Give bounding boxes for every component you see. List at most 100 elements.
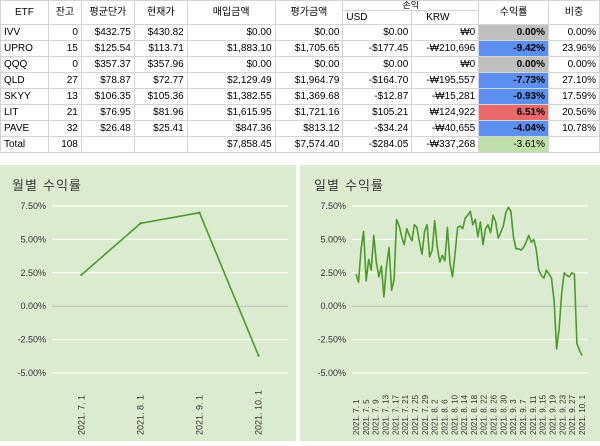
cell-pnl-krw[interactable]: -₩40,655 <box>411 120 480 137</box>
cell-pnl-usd[interactable]: -$164.70 <box>342 72 413 89</box>
cell-pnl-usd[interactable]: $0.00 <box>342 24 413 41</box>
cell-avg-price[interactable]: $357.37 <box>80 56 135 73</box>
cell-pnl-krw[interactable]: -₩210,696 <box>411 40 480 57</box>
cell-qty[interactable]: 0 <box>47 24 82 41</box>
cell-buy-amount[interactable]: $0.00 <box>186 24 276 41</box>
table-row[interactable]: LIT 21 $76.95 $81.96 $1,615.95 $1,721.16 $105.… <box>0 104 600 121</box>
total-label[interactable]: Total <box>0 136 49 153</box>
total-rate[interactable]: -3.61% <box>478 136 549 153</box>
table-row[interactable]: QQQ 0 $357.37 $357.96 $0.00 $0.00 $0.00 ₩0 0.00%… <box>0 56 600 73</box>
total-empty-cell[interactable] <box>80 136 135 153</box>
total-qty[interactable]: 108 <box>47 136 82 153</box>
cell-buy-amount[interactable]: $0.00 <box>186 56 276 73</box>
cell-weight[interactable]: 20.56% <box>547 104 600 121</box>
cell-eval-amount[interactable]: $0.00 <box>274 24 344 41</box>
cell-rate[interactable]: 6.51% <box>478 104 549 121</box>
cell-pnl-krw[interactable]: -₩15,281 <box>411 88 480 105</box>
total-pnl-usd[interactable]: -$284.05 <box>342 136 413 153</box>
table-row[interactable]: SKYY 13 $106.35 $105.36 $1,382.55 $1,369.68 -$… <box>0 88 600 105</box>
header-qty[interactable]: 잔고 <box>47 0 82 25</box>
cell-etf[interactable]: PAVE <box>0 120 49 137</box>
total-pnl-krw[interactable]: -₩337,268 <box>411 136 480 153</box>
cell-buy-amount[interactable]: $1,883.10 <box>186 40 276 57</box>
cell-current-price[interactable]: $72.77 <box>133 72 188 89</box>
cell-etf[interactable]: QLD <box>0 72 49 89</box>
cell-qty[interactable]: 0 <box>47 56 82 73</box>
cell-rate[interactable]: -4.04% <box>478 120 549 137</box>
cell-weight[interactable]: 0.00% <box>547 24 600 41</box>
monthly-return-chart[interactable]: 월별 수익률 7.50% 5.00% 2.50% 0.00% -2.50% -5.00% 2… <box>0 165 296 441</box>
header-eval-amount[interactable]: 평가금액 <box>274 0 344 25</box>
header-avg-price[interactable]: 평균단가 <box>80 0 135 25</box>
cell-qty[interactable]: 27 <box>47 72 82 89</box>
cell-avg-price[interactable]: $76.95 <box>80 104 135 121</box>
cell-eval-amount[interactable]: $1,369.68 <box>274 88 344 105</box>
cell-buy-amount[interactable]: $1,615.95 <box>186 104 276 121</box>
cell-qty[interactable]: 32 <box>47 120 82 137</box>
cell-rate[interactable]: -9.42% <box>478 40 549 57</box>
cell-qty[interactable]: 13 <box>47 88 82 105</box>
cell-pnl-krw[interactable]: -₩195,557 <box>411 72 480 89</box>
header-current-price[interactable]: 현재가 <box>133 0 188 25</box>
cell-qty[interactable]: 15 <box>47 40 82 57</box>
header-weight[interactable]: 비중 <box>547 0 600 25</box>
table-row[interactable]: IVV 0 $432.75 $430.82 $0.00 $0.00 $0.00 ₩0 0.00%… <box>0 24 600 41</box>
cell-etf[interactable]: IVV <box>0 24 49 41</box>
cell-current-price[interactable]: $105.36 <box>133 88 188 105</box>
cell-etf[interactable]: SKYY <box>0 88 49 105</box>
daily-return-chart[interactable]: 일별 수익률 7.50% 5.00% 2.50% 0.00% -2.50% -5.00% 2… <box>300 165 600 441</box>
table-row[interactable]: PAVE 32 $26.48 $25.41 $847.36 $813.12 -$34.24-… <box>0 120 600 137</box>
cell-pnl-krw[interactable]: ₩124,922 <box>411 104 480 121</box>
header-usd[interactable]: USD <box>342 10 413 25</box>
cell-weight[interactable]: 27.10% <box>547 72 600 89</box>
cell-current-price[interactable]: $113.71 <box>133 40 188 57</box>
cell-avg-price[interactable]: $26.48 <box>80 120 135 137</box>
cell-current-price[interactable]: $357.96 <box>133 56 188 73</box>
cell-pnl-krw[interactable]: ₩0 <box>411 24 480 41</box>
cell-buy-amount[interactable]: $1,382.55 <box>186 88 276 105</box>
cell-avg-price[interactable]: $106.35 <box>80 88 135 105</box>
header-etf[interactable]: ETF <box>0 0 49 25</box>
cell-qty[interactable]: 21 <box>47 104 82 121</box>
cell-pnl-krw[interactable]: ₩0 <box>411 56 480 73</box>
cell-pnl-usd[interactable]: $0.00 <box>342 56 413 73</box>
cell-current-price[interactable]: $81.96 <box>133 104 188 121</box>
cell-weight[interactable]: 23.96% <box>547 40 600 57</box>
header-buy-amount[interactable]: 매입금액 <box>186 0 276 25</box>
header-rate[interactable]: 수익률 <box>478 0 549 25</box>
header-pnl[interactable]: 손익 <box>342 0 480 11</box>
cell-pnl-usd[interactable]: $105.21 <box>342 104 413 121</box>
cell-avg-price[interactable]: $432.75 <box>80 24 135 41</box>
cell-eval-amount[interactable]: $813.12 <box>274 120 344 137</box>
cell-eval-amount[interactable]: $1,964.79 <box>274 72 344 89</box>
cell-eval-amount[interactable]: $1,721.16 <box>274 104 344 121</box>
table-row[interactable]: QLD 27 $78.87 $72.77 $2,129.49 $1,964.79 -$164… <box>0 72 600 89</box>
total-empty-cell[interactable] <box>547 136 600 153</box>
cell-rate[interactable]: 0.00% <box>478 24 549 41</box>
cell-current-price[interactable]: $25.41 <box>133 120 188 137</box>
cell-eval-amount[interactable]: $1,705.65 <box>274 40 344 57</box>
cell-rate[interactable]: 0.00% <box>478 56 549 73</box>
cell-etf[interactable]: LIT <box>0 104 49 121</box>
cell-pnl-usd[interactable]: -$34.24 <box>342 120 413 137</box>
table-total-row[interactable]: Total 108 $7,858.45 $7,574.40 -$284.05 -₩337,… <box>0 136 600 153</box>
cell-etf[interactable]: UPRO <box>0 40 49 57</box>
header-krw[interactable]: KRW <box>411 10 480 25</box>
cell-buy-amount[interactable]: $2,129.49 <box>186 72 276 89</box>
cell-buy-amount[interactable]: $847.36 <box>186 120 276 137</box>
cell-eval-amount[interactable]: $0.00 <box>274 56 344 73</box>
total-empty-cell[interactable] <box>133 136 188 153</box>
cell-avg-price[interactable]: $78.87 <box>80 72 135 89</box>
cell-rate[interactable]: -0.93% <box>478 88 549 105</box>
total-buy-amount[interactable]: $7,858.45 <box>186 136 276 153</box>
cell-weight[interactable]: 0.00% <box>547 56 600 73</box>
cell-weight[interactable]: 10.78% <box>547 120 600 137</box>
total-eval-amount[interactable]: $7,574.40 <box>274 136 344 153</box>
cell-pnl-usd[interactable]: -$177.45 <box>342 40 413 57</box>
cell-current-price[interactable]: $430.82 <box>133 24 188 41</box>
table-row[interactable]: UPRO 15 $125.54 $113.71 $1,883.10 $1,705.65 -$… <box>0 40 600 57</box>
cell-avg-price[interactable]: $125.54 <box>80 40 135 57</box>
cell-weight[interactable]: 17.59% <box>547 88 600 105</box>
cell-pnl-usd[interactable]: -$12.87 <box>342 88 413 105</box>
cell-etf[interactable]: QQQ <box>0 56 49 73</box>
